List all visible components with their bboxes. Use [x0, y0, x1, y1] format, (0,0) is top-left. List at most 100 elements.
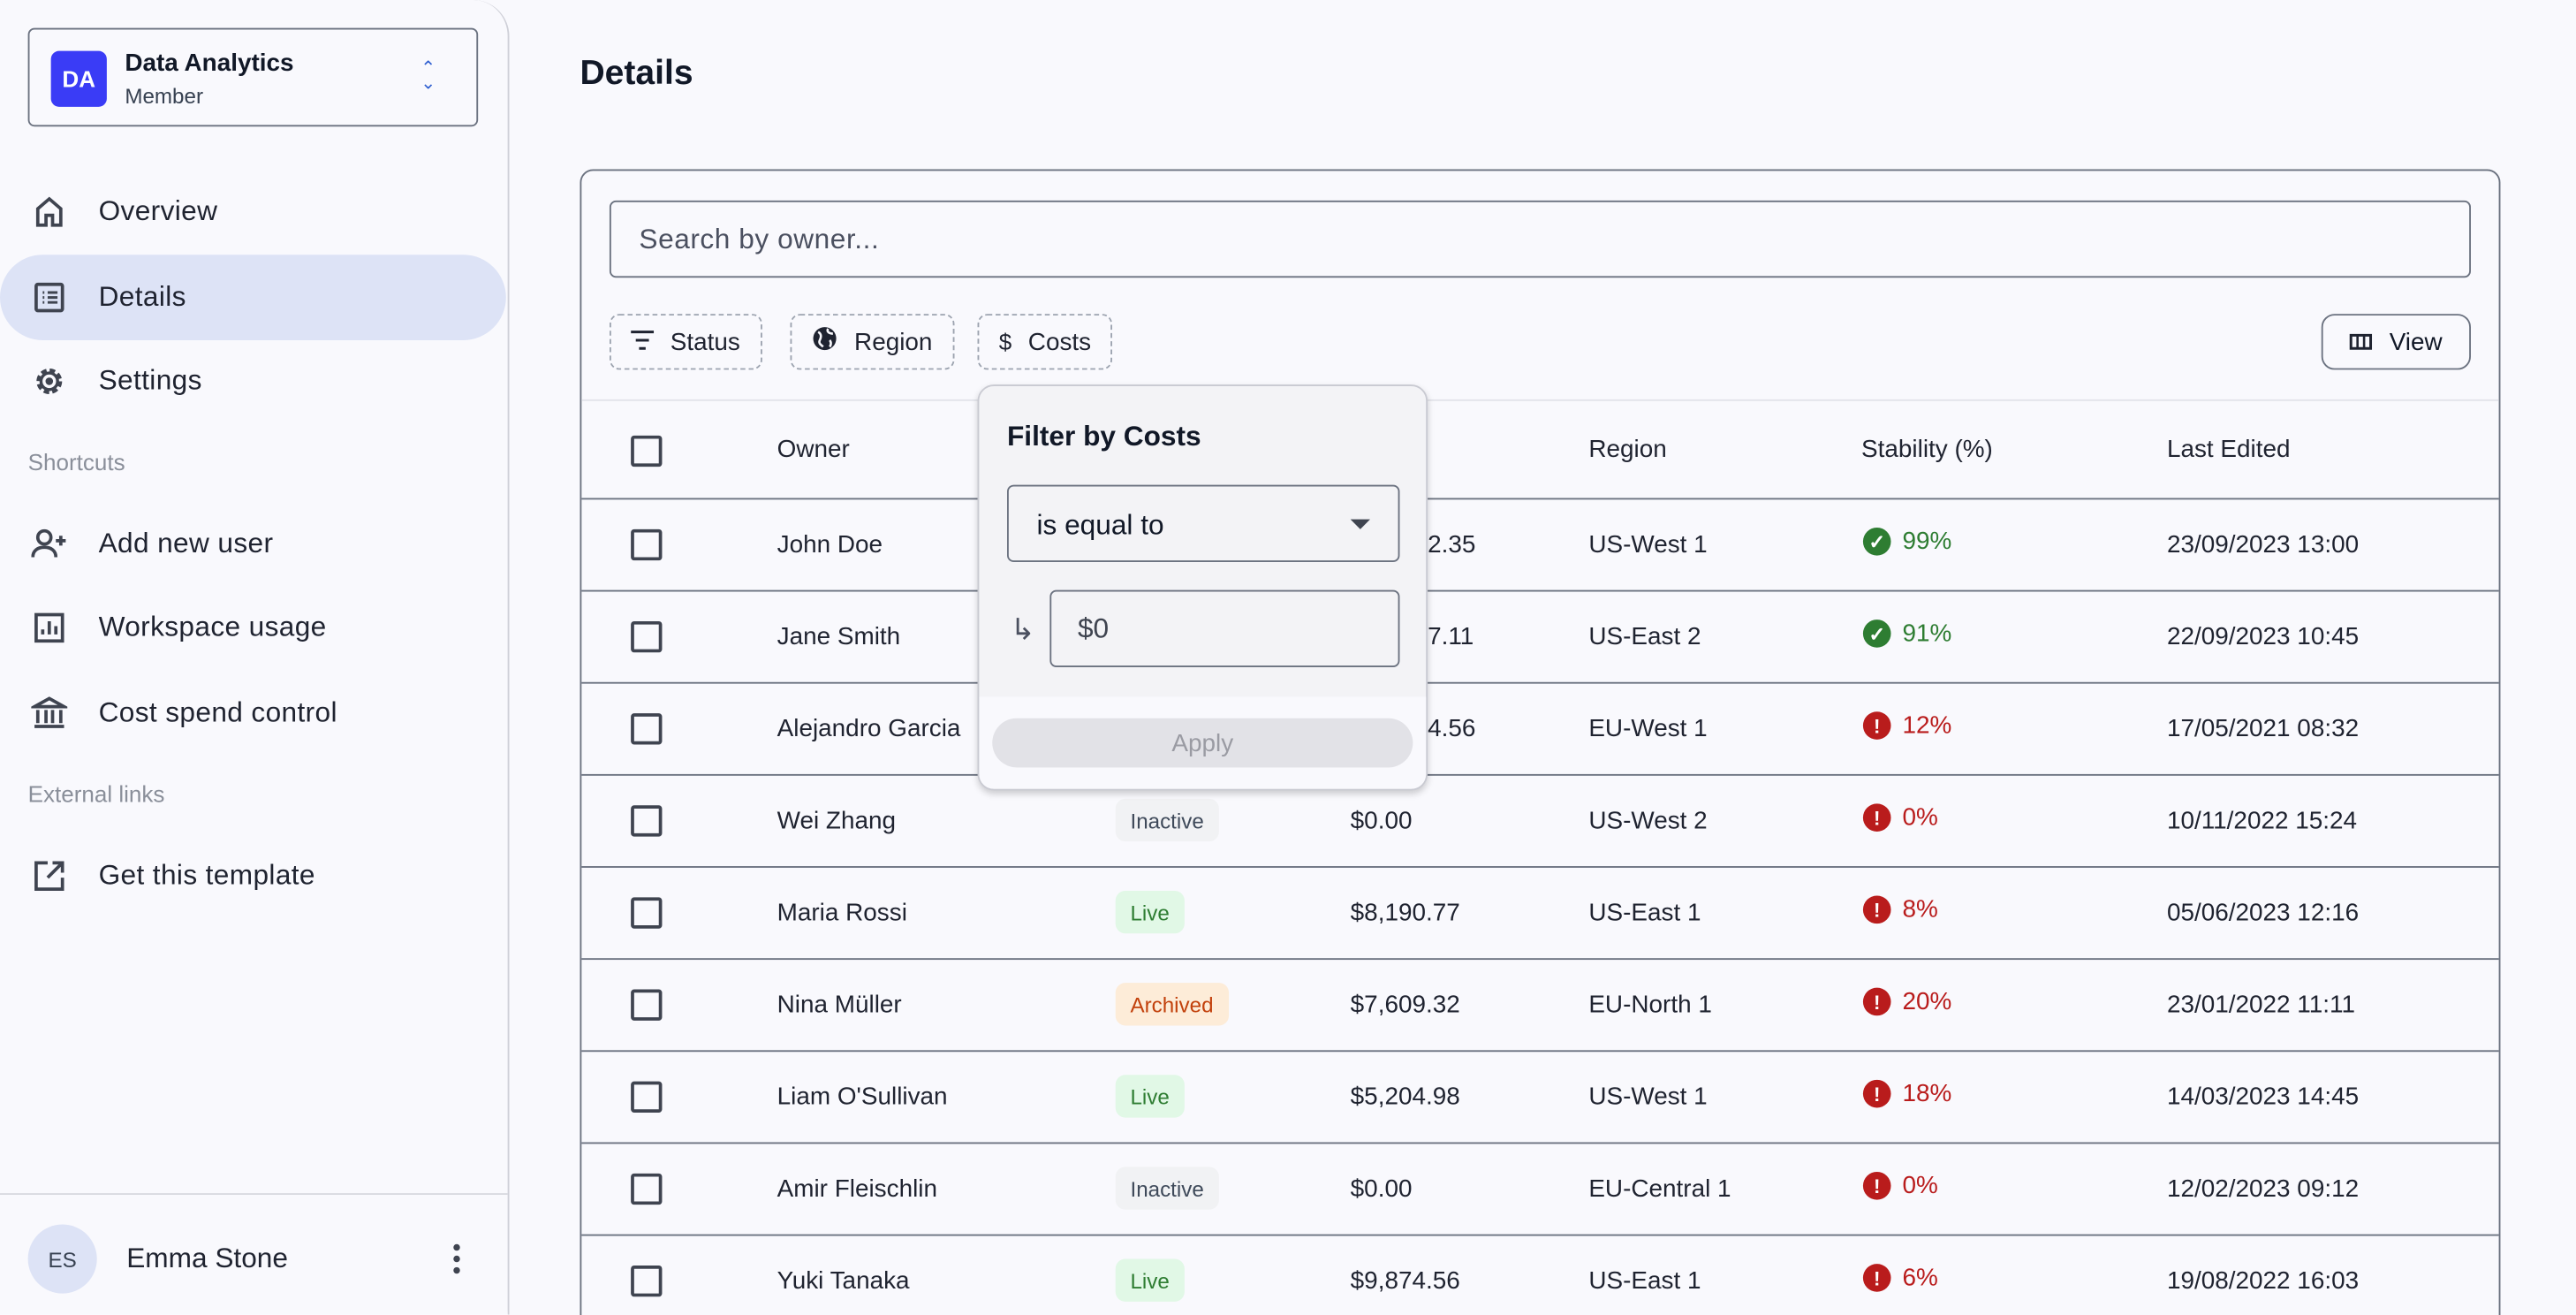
stability-cell: ! 6%: [1862, 1264, 1938, 1292]
row-checkbox[interactable]: [631, 805, 663, 837]
cost-cell: $7,609.32: [1350, 991, 1460, 1020]
workspace-switcher[interactable]: DA Data Analytics Member ⌃ ⌄: [27, 27, 479, 127]
row-checkbox[interactable]: [631, 528, 663, 561]
table-row[interactable]: Amir Fleischlin Inactive $0.00 EU-Central 1…: [581, 1142, 2499, 1234]
stability-cell: ✓ 99%: [1862, 527, 1951, 556]
add-user-icon: [29, 524, 69, 564]
filter-status-button[interactable]: Status: [609, 314, 762, 370]
row-checkbox[interactable]: [631, 620, 663, 653]
table-row[interactable]: Yuki Tanaka Live $9,874.56 US-East 1! 6% 19/0…: [581, 1234, 2499, 1315]
row-checkbox[interactable]: [631, 989, 663, 1021]
sidebar-item-details[interactable]: Details: [0, 255, 506, 340]
table-row[interactable]: Nina Müller Archived $7,609.32 EU-North 1! 2…: [581, 958, 2499, 1050]
operator-select[interactable]: is equal to: [1006, 484, 1400, 563]
operator-value: is equal to: [1036, 509, 1164, 541]
last-edited-cell: 10/11/2022 15:24: [2166, 807, 2358, 835]
region-cell: EU-Central 1: [1588, 1174, 1731, 1204]
row-checkbox[interactable]: [631, 1081, 663, 1114]
more-options-icon[interactable]: [443, 1239, 470, 1279]
check-circle-icon: ✓: [1862, 527, 1891, 556]
error-icon: !: [1862, 1079, 1891, 1108]
status-badge: Inactive: [1115, 798, 1219, 842]
filter-costs-popover: Filter by Costs is equal to ↳ $0 Apply: [977, 384, 1428, 791]
stability-cell: ! 8%: [1862, 895, 1938, 924]
column-header-owner[interactable]: Owner: [777, 435, 850, 464]
sidebar-item-cost-spend-control[interactable]: Cost spend control: [0, 671, 506, 756]
cost-cell: $0.00: [1350, 1174, 1413, 1204]
globe-icon: [812, 325, 838, 358]
table-row[interactable]: Alejandro Garcia 4.56 EU-West 1! 12% 17/05/2…: [581, 681, 2499, 774]
sidebar-item-settings[interactable]: Settings: [0, 338, 506, 424]
cost-cell: $8,190.77: [1350, 899, 1460, 927]
workspace-logo: DA: [50, 50, 107, 107]
owner-cell: Alejandro Garcia: [777, 714, 961, 743]
chart-icon: [29, 608, 69, 648]
columns-icon: [2350, 328, 2373, 356]
select-all-checkbox[interactable]: [631, 435, 663, 467]
row-checkbox[interactable]: [631, 713, 663, 745]
page-title: Details: [580, 54, 693, 93]
cost-cell: $9,874.56: [1350, 1266, 1460, 1296]
column-header-region[interactable]: Region: [1588, 435, 1667, 464]
view-button[interactable]: View: [2321, 314, 2471, 370]
table-row[interactable]: Jane Smith 7.11 US-East 2 ✓ 91% 22/09/2023 10…: [581, 589, 2499, 682]
table-row[interactable]: Liam O'Sullivan Live $5,204.98 US-West 1! 18…: [581, 1050, 2499, 1142]
filter-label: Status: [670, 328, 740, 356]
stability-cell: ! 0%: [1862, 803, 1938, 832]
filter-region-button[interactable]: Region: [790, 314, 954, 370]
owner-cell: John Doe: [777, 530, 883, 559]
sidebar-item-get-this-template[interactable]: Get this template: [0, 833, 506, 919]
caret-down-icon: [1350, 519, 1370, 529]
check-circle-icon: ✓: [1862, 619, 1891, 648]
cost-value-input[interactable]: $0: [1049, 589, 1400, 668]
list-icon: [29, 277, 69, 317]
owner-cell: Yuki Tanaka: [777, 1266, 910, 1296]
sidebar-item-workspace-usage[interactable]: Workspace usage: [0, 585, 506, 671]
stability-value: 18%: [1902, 1079, 1952, 1108]
sidebar-item-add-new-user[interactable]: Add new user: [0, 501, 506, 587]
sidebar-item-label: Cost spend control: [98, 696, 337, 728]
owner-cell: Amir Fleischlin: [777, 1174, 937, 1204]
row-checkbox[interactable]: [631, 1173, 663, 1205]
error-icon: !: [1862, 803, 1891, 832]
last-edited-cell: 22/09/2023 10:45: [2166, 622, 2360, 651]
sidebar-item-overview[interactable]: Overview: [0, 170, 506, 255]
region-cell: US-West 2: [1588, 807, 1708, 835]
status-badge: Live: [1115, 1258, 1185, 1302]
cost-cell: $5,204.98: [1350, 1083, 1460, 1112]
stability-value: 0%: [1902, 1171, 1938, 1200]
sidebar-item-label: Workspace usage: [98, 611, 327, 643]
external-links-heading: External links: [27, 780, 165, 808]
table-row[interactable]: Wei Zhang Inactive $0.00 US-West 2! 0% 10/11/…: [581, 773, 2499, 866]
last-edited-cell: 12/02/2023 09:12: [2166, 1174, 2360, 1204]
last-edited-cell: 14/03/2023 14:45: [2166, 1083, 2360, 1112]
status-badge: Live: [1115, 1075, 1185, 1118]
cost-cell: $0.00: [1350, 807, 1413, 835]
error-icon: !: [1862, 987, 1891, 1016]
column-header-last-edited[interactable]: Last Edited: [2166, 435, 2291, 464]
sidebar-item-label: Overview: [98, 195, 218, 227]
stability-value: 6%: [1902, 1264, 1938, 1292]
region-cell: EU-North 1: [1588, 991, 1712, 1020]
filter-costs-button[interactable]: $ Costs: [977, 314, 1113, 370]
row-checkbox[interactable]: [631, 897, 663, 929]
stability-value: 12%: [1902, 711, 1952, 740]
user-name: Emma Stone: [126, 1242, 288, 1274]
apply-button[interactable]: Apply: [992, 718, 1413, 768]
error-icon: !: [1862, 1264, 1891, 1292]
table-row[interactable]: John Doe 2.35 US-West 1 ✓ 99% 23/09/2023 13:0…: [581, 498, 2499, 589]
stability-value: 91%: [1902, 619, 1952, 648]
region-cell: US-West 1: [1588, 530, 1708, 559]
filter-icon: [631, 328, 655, 356]
owner-cell: Jane Smith: [777, 622, 901, 651]
column-header-stability[interactable]: Stability (%): [1861, 435, 1993, 464]
error-icon: !: [1862, 1171, 1891, 1200]
search-input[interactable]: [609, 200, 2471, 278]
last-edited-cell: 23/09/2023 13:00: [2166, 530, 2360, 559]
last-edited-cell: 19/08/2022 16:03: [2166, 1266, 2360, 1296]
avatar[interactable]: ES: [27, 1224, 97, 1294]
data-table-card: Status Region $ Costs View Owner Region …: [580, 169, 2501, 1315]
sidebar-item-label: Details: [98, 281, 186, 313]
row-checkbox[interactable]: [631, 1265, 663, 1297]
table-row[interactable]: Maria Rossi Live $8,190.77 US-East 1! 8% 05/0…: [581, 866, 2499, 958]
